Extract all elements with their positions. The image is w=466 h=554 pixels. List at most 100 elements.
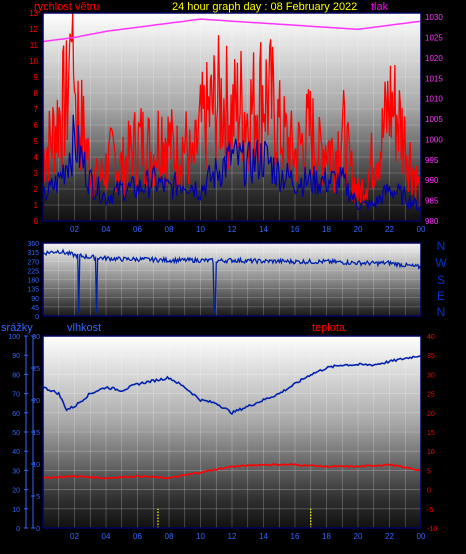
wind-y-tick-label: 10 bbox=[29, 57, 38, 66]
humidity-x-tick-label: 08 bbox=[165, 532, 174, 541]
pressure-y-tick-label: 995 bbox=[425, 156, 439, 165]
wind-x-tick-label: 08 bbox=[165, 225, 174, 234]
pressure-y-tick-label: 1005 bbox=[425, 115, 443, 124]
wind-y-tick-label: 0 bbox=[34, 217, 39, 226]
humidity-x-tick-label: 02 bbox=[70, 532, 79, 541]
wind-x-tick-label: 20 bbox=[354, 225, 363, 234]
direction-y-tick-label: 225 bbox=[27, 268, 39, 275]
temperature-y-tick-label: 0 bbox=[427, 488, 431, 495]
humidity-y-tick-label: 30 bbox=[32, 334, 40, 341]
humidity-x-tick-label: 16 bbox=[291, 532, 300, 541]
wind-x-tick-label: 22 bbox=[385, 225, 394, 234]
wind-speed-label: rychlost větru bbox=[34, 1, 99, 13]
pressure-y-tick-label: 1010 bbox=[425, 95, 443, 104]
temperature-y-tick-label: 15 bbox=[427, 430, 435, 437]
temperature-y-tick-label: 25 bbox=[427, 392, 435, 399]
direction-label-s: S bbox=[437, 273, 445, 287]
temperature-y-tick-label: 40 bbox=[427, 334, 435, 341]
pressure-y-tick-label: 1030 bbox=[425, 13, 443, 22]
humidity-y-tick-label: 20 bbox=[32, 398, 40, 405]
wind-y-tick-label: 8 bbox=[34, 89, 39, 98]
direction-tick-labels: 0 45 90 135 180 225 270 315 360 bbox=[27, 241, 39, 321]
temperature-line bbox=[42, 463, 422, 480]
pressure-y-tick-label: 985 bbox=[425, 197, 439, 206]
humidity-panel-background bbox=[43, 336, 421, 528]
wind-y-tick-label: 5 bbox=[34, 137, 39, 146]
wind-x-tick-label: 16 bbox=[291, 225, 300, 234]
humidity-y-tick-label: 25 bbox=[32, 366, 40, 373]
wind-y-tick-label: 7 bbox=[34, 105, 39, 114]
humidity-x-tick-label: 18 bbox=[322, 532, 331, 541]
rain-y-tick-label: 20 bbox=[12, 488, 20, 495]
wind-direction-line bbox=[42, 248, 422, 314]
wind-average-line bbox=[42, 114, 422, 213]
temperature-y-tick-label: -10 bbox=[427, 526, 437, 533]
humidity-panel-frame bbox=[42, 335, 422, 529]
pressure-y-tick-label: 1020 bbox=[425, 54, 443, 63]
pressure-y-tick-label: 1000 bbox=[425, 135, 443, 144]
humidity-x-tick-label: 00 bbox=[417, 532, 426, 541]
direction-y-tick-label: 315 bbox=[27, 250, 39, 257]
wind-y-tick-label: 11 bbox=[30, 41, 39, 50]
direction-label-e: E bbox=[437, 289, 445, 303]
humidity-series-layer bbox=[42, 355, 422, 528]
rain-y-tick-label: 30 bbox=[12, 468, 20, 475]
wind-y-tick-label: 4 bbox=[34, 153, 39, 162]
pressure-line bbox=[42, 18, 422, 43]
temperature-y-tick-label: 5 bbox=[427, 468, 431, 475]
wind-y-tick-label: 1 bbox=[34, 201, 39, 210]
pressure-y-tick-label: 980 bbox=[425, 217, 439, 226]
wind-x-tick-label: 06 bbox=[133, 225, 142, 234]
humidity-x-tick-label: 04 bbox=[102, 532, 111, 541]
wind-y-tick-label: 3 bbox=[34, 169, 39, 178]
direction-label-n-top: N bbox=[437, 239, 446, 253]
wind-x-tick-label: 12 bbox=[228, 225, 237, 234]
pressure-y-tick-label: 990 bbox=[425, 176, 439, 185]
wind-x-tick-label: 18 bbox=[322, 225, 331, 234]
humidity-x-tick-label: 20 bbox=[354, 532, 363, 541]
direction-y-tick-label: 360 bbox=[27, 241, 39, 248]
direction-y-tick-label: 180 bbox=[27, 278, 39, 285]
humidity-y-tick-label: 10 bbox=[32, 462, 40, 469]
rain-y-tick-label: 0 bbox=[16, 526, 20, 533]
rain-y-tick-label: 80 bbox=[12, 372, 20, 379]
humidity-x-tick-label: 14 bbox=[259, 532, 268, 541]
direction-y-tick-label: 0 bbox=[35, 314, 39, 321]
humidity-x-tick-label: 22 bbox=[385, 532, 394, 541]
wind-y-tick-label: 2 bbox=[34, 185, 39, 194]
wind-y-tick-label: 6 bbox=[34, 121, 39, 130]
wind-tick-labels: 02 04 06 08 10 12 14 16 18 20 22 000123456789101112… bbox=[29, 9, 443, 234]
wind-x-tick-label: 14 bbox=[259, 225, 268, 234]
temperature-y-tick-label: 20 bbox=[427, 411, 435, 418]
direction-y-tick-label: 90 bbox=[31, 296, 39, 303]
humidity-y-tick-label: 15 bbox=[32, 430, 40, 437]
humidity-y-tick-label: 0 bbox=[36, 526, 40, 533]
direction-series-layer bbox=[42, 248, 422, 314]
humidity-x-tick-label: 06 bbox=[133, 532, 142, 541]
wind-speed-line bbox=[42, 12, 422, 206]
pressure-y-tick-label: 1025 bbox=[425, 33, 443, 42]
rain-label: srážky bbox=[1, 322, 33, 334]
direction-label-w: W bbox=[435, 256, 447, 270]
direction-panel-frame bbox=[42, 242, 422, 317]
temperature-label: teplota bbox=[312, 322, 346, 334]
wind-x-tick-label: 02 bbox=[70, 225, 79, 234]
humidity-x-tick-label: 10 bbox=[196, 532, 205, 541]
temperature-y-tick-label: 30 bbox=[427, 372, 435, 379]
direction-y-tick-label: 45 bbox=[31, 305, 39, 312]
rain-y-tick-label: 10 bbox=[12, 507, 20, 514]
direction-y-tick-label: 270 bbox=[27, 259, 39, 266]
wind-y-tick-label: 9 bbox=[34, 73, 39, 82]
rain-y-tick-label: 70 bbox=[12, 392, 20, 399]
rain-y-tick-label: 50 bbox=[12, 430, 20, 437]
humidity-tick-labels: 02 04 06 08 10 12 14 16 18 20 22 000102030405060708… bbox=[8, 334, 437, 541]
temperature-y-tick-label: 35 bbox=[427, 353, 435, 360]
pressure-y-tick-label: 1015 bbox=[425, 74, 443, 83]
rain-y-tick-label: 40 bbox=[12, 449, 20, 456]
direction-y-tick-label: 135 bbox=[27, 287, 39, 294]
temperature-y-tick-label: -5 bbox=[427, 507, 433, 514]
wind-y-tick-label: 12 bbox=[29, 25, 38, 34]
wind-x-tick-label: 10 bbox=[196, 225, 205, 234]
wind-panel-frame bbox=[42, 12, 422, 222]
